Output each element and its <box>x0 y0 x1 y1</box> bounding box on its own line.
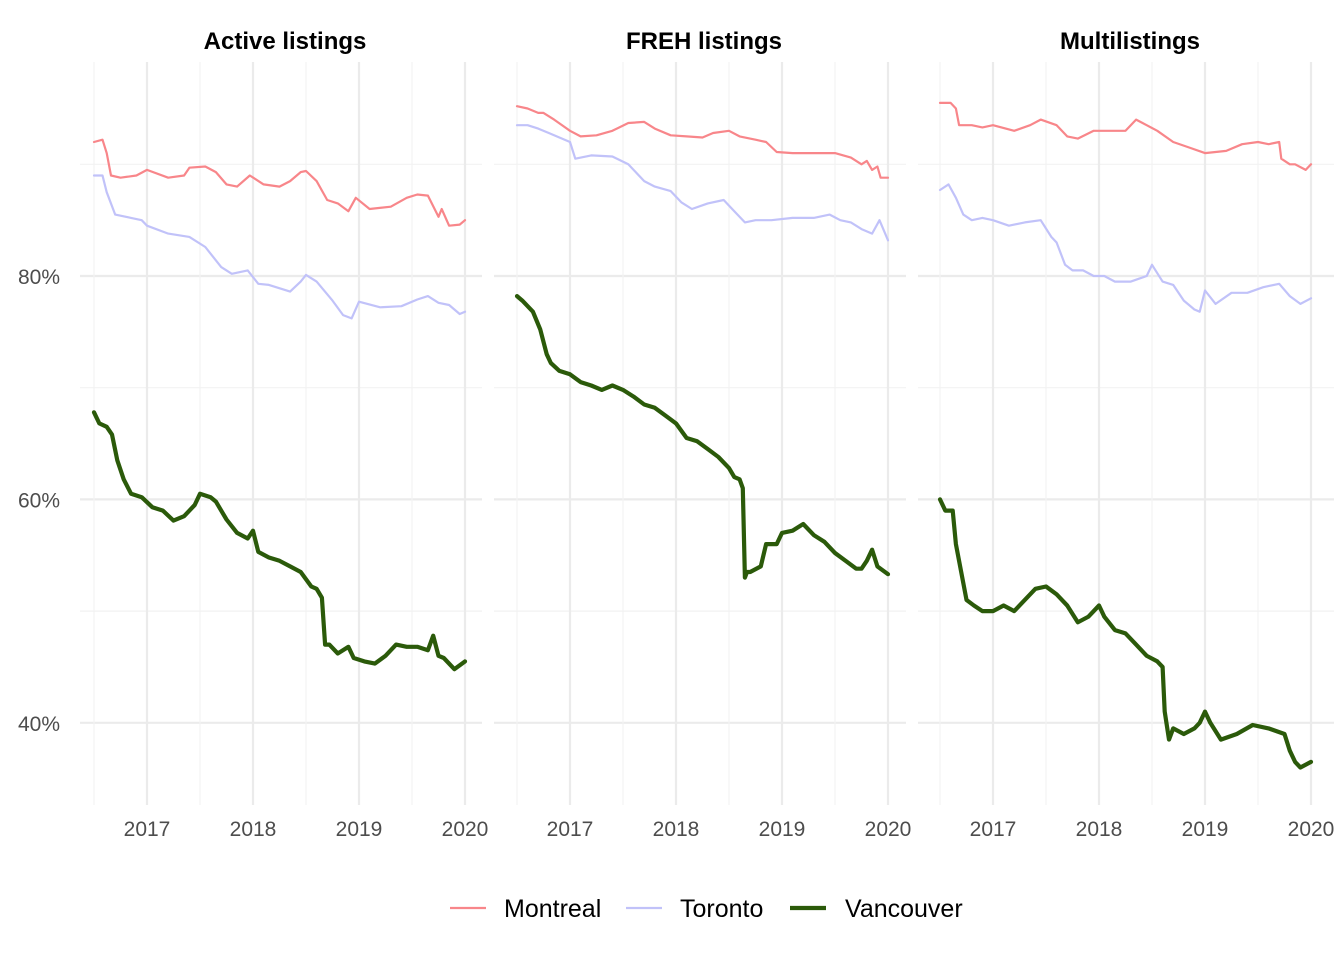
x-tick-label: 2019 <box>1182 818 1229 841</box>
legend-label: Toronto <box>680 895 763 923</box>
series-line-montreal <box>938 101 1313 171</box>
series-line-toronto <box>515 124 890 242</box>
x-tick-label: 2019 <box>336 818 383 841</box>
y-tick-label: 40% <box>18 713 60 736</box>
series-line-vancouver <box>937 497 1314 770</box>
panel-multilistings: Multilistings 2017 2018 2019 2020 <box>918 28 1334 841</box>
panel-title: Multilistings <box>1060 28 1200 55</box>
legend-item-montreal: Montreal <box>450 895 601 923</box>
x-tick-label: 2019 <box>759 818 806 841</box>
y-tick-label: 60% <box>18 489 60 512</box>
y-axis: 40% 60% 80% <box>18 266 60 736</box>
legend-label: Montreal <box>504 895 601 923</box>
legend: Montreal Toronto Vancouver <box>450 895 963 923</box>
panel-active-listings: Active listings 2017 2018 2019 2020 <box>80 28 488 841</box>
series-line-montreal <box>92 138 467 227</box>
series-line-vancouver <box>91 410 468 672</box>
x-tick-label: 2017 <box>547 818 594 841</box>
panel-freh-listings: FREH listings 2017 2018 2019 2020 <box>494 28 911 841</box>
x-tick-label: 2018 <box>230 818 277 841</box>
x-tick-label: 2017 <box>124 818 171 841</box>
y-tick-label: 80% <box>18 266 60 289</box>
legend-item-toronto: Toronto <box>626 895 763 923</box>
x-tick-label: 2020 <box>1288 818 1335 841</box>
panel-title: Active listings <box>204 28 367 55</box>
legend-item-vancouver: Vancouver <box>790 895 963 923</box>
legend-label: Vancouver <box>845 895 963 923</box>
x-tick-label: 2017 <box>970 818 1017 841</box>
panel-title: FREH listings <box>626 28 782 55</box>
series-line-toronto <box>938 183 1313 313</box>
series-line-vancouver <box>514 294 891 580</box>
x-tick-label: 2018 <box>1076 818 1123 841</box>
x-tick-label: 2020 <box>442 818 489 841</box>
series-line-montreal <box>515 105 890 179</box>
series-line-toronto <box>92 174 467 320</box>
x-tick-label: 2020 <box>865 818 912 841</box>
x-tick-label: 2018 <box>653 818 700 841</box>
